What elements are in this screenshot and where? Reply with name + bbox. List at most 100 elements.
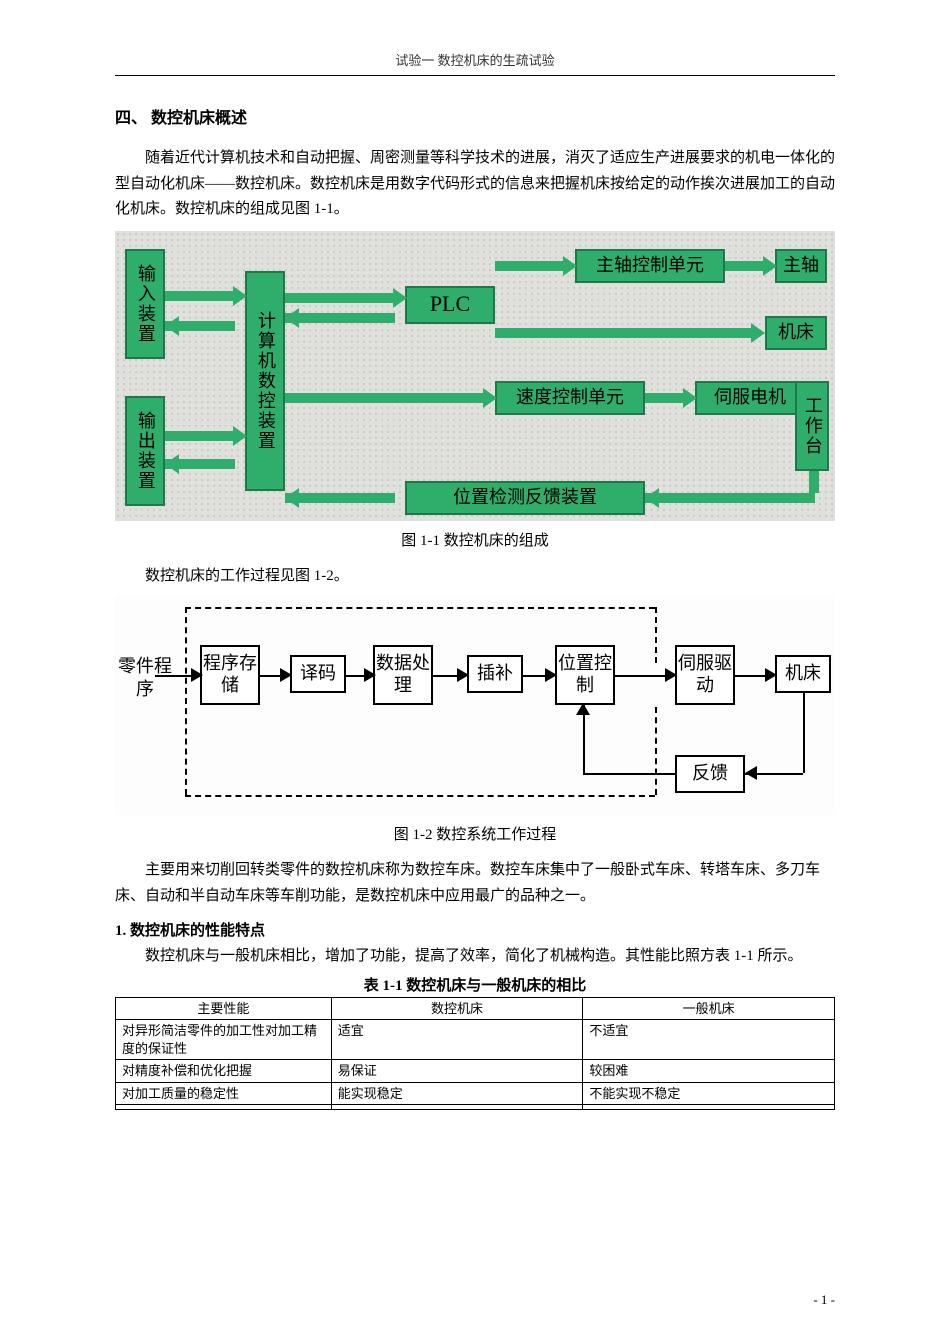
- paragraph-2: 数控机床的工作过程见图 1-2。: [115, 564, 835, 590]
- dash: [655, 607, 657, 663]
- arrow: [285, 393, 485, 403]
- conn: [433, 675, 459, 677]
- arrowhead-icon: [233, 286, 247, 306]
- arrowhead-icon: [645, 488, 659, 508]
- arrowhead-icon: [457, 668, 469, 682]
- section-heading: 四、 数控机床概述: [115, 104, 835, 128]
- conn: [735, 675, 767, 677]
- label-part-text: 零件程序: [118, 656, 172, 699]
- table-cell: [583, 1105, 835, 1110]
- node-servo: 伺服电机: [695, 381, 805, 415]
- subsection-heading: 1. 数控机床的性能特点: [115, 919, 835, 940]
- arrowhead-icon: [683, 388, 697, 408]
- node-cnc: 计算机数控装置: [245, 271, 285, 491]
- node-posfb: 位置检测反馈装置: [405, 481, 645, 515]
- arrowhead-icon: [563, 256, 577, 276]
- node-machine: 机床: [775, 655, 831, 693]
- arrow: [165, 291, 235, 301]
- running-head: 试验一 数控机床的生疏试验: [115, 50, 835, 69]
- paragraph-1: 随着近代计算机技术和自动把握、周密测量等科学技术的进展，消灭了适应生产进展要求的…: [115, 146, 835, 223]
- arrowhead-icon: [745, 766, 757, 780]
- node-drive: 伺服驱动: [675, 645, 735, 705]
- dash: [185, 795, 655, 797]
- conn: [803, 693, 805, 773]
- table-cell: 能实现稳定: [331, 1082, 583, 1105]
- arrowhead-icon: [280, 668, 292, 682]
- node-input: 输入装置: [125, 249, 165, 359]
- arrow: [495, 261, 565, 271]
- page-number: - 1 -: [813, 1292, 835, 1308]
- arrow: [285, 293, 395, 303]
- arrowhead-icon: [763, 256, 777, 276]
- figure-2-caption: 图 1-2 数控系统工作过程: [115, 823, 835, 844]
- arrowhead-icon: [364, 668, 376, 682]
- arrowhead-icon: [285, 308, 299, 328]
- arrowhead-icon: [545, 668, 557, 682]
- table-cell: 不适宜: [583, 1020, 835, 1060]
- arrow: [495, 328, 753, 338]
- arrowhead-icon: [165, 454, 179, 474]
- arrowhead-icon: [665, 668, 677, 682]
- arrowhead-icon: [576, 703, 590, 715]
- node-table: 工作台: [795, 381, 829, 471]
- node-interp: 插补: [467, 655, 523, 693]
- conn: [615, 675, 667, 677]
- header-rule: [115, 75, 835, 76]
- figure-1-2: 零件程序 程序存储 译码 数据处理 插补 位置控制 伺服驱动 机床 反馈: [115, 595, 835, 844]
- diagram-1: 输入装置 输出装置 计算机数控装置 PLC 主轴控制单元 主轴 机床 速度控制单…: [115, 231, 835, 521]
- arrow: [725, 261, 765, 271]
- table-cell: 易保证: [331, 1060, 583, 1083]
- conn: [523, 675, 547, 677]
- label-part: 零件程序: [115, 655, 175, 702]
- arrowhead-icon: [765, 668, 777, 682]
- node-machine: 机床: [765, 316, 827, 350]
- node-data: 数据处理: [373, 645, 433, 705]
- table-cell: 对异形简洁零件的加工性对加工精度的保证性: [116, 1020, 332, 1060]
- table-cell: 对加工质量的稳定性: [116, 1082, 332, 1105]
- conn: [346, 675, 366, 677]
- node-output: 输出装置: [125, 396, 165, 506]
- node-plc: PLC: [405, 286, 495, 324]
- node-store: 程序存储: [200, 645, 260, 705]
- table-title: 表 1-1 数控机床与一般机床的相比: [115, 974, 835, 995]
- arrow: [285, 493, 395, 503]
- comparison-table: 主要性能 数控机床 一般机床 对异形简洁零件的加工性对加工精度的保证性 适宜 不…: [115, 997, 835, 1111]
- table-row: 对加工质量的稳定性 能实现稳定 不能实现不稳定: [116, 1082, 835, 1105]
- table-cell: [116, 1105, 332, 1110]
- table-cell: 不能实现不稳定: [583, 1082, 835, 1105]
- arrow: [645, 493, 815, 503]
- table-row: 对精度补偿和优化把握 易保证 较困难: [116, 1060, 835, 1083]
- arrowhead-icon: [191, 668, 203, 682]
- node-spindle: 主轴: [775, 249, 827, 283]
- dash: [185, 607, 187, 795]
- node-spc: 主轴控制单元: [575, 249, 725, 283]
- conn: [583, 705, 585, 773]
- node-decode: 译码: [290, 655, 346, 693]
- arrow: [645, 393, 685, 403]
- table-header-row: 主要性能 数控机床 一般机床: [116, 997, 835, 1020]
- arrowhead-icon: [165, 316, 179, 336]
- table-col-0: 主要性能: [116, 997, 332, 1020]
- node-posc: 位置控制: [555, 645, 615, 705]
- figure-1-1: 输入装置 输出装置 计算机数控装置 PLC 主轴控制单元 主轴 机床 速度控制单…: [115, 231, 835, 550]
- figure-1-caption: 图 1-1 数控机床的组成: [115, 529, 835, 550]
- arrow: [285, 313, 395, 323]
- dash: [185, 607, 655, 609]
- table-cell: 较困难: [583, 1060, 835, 1083]
- diagram-2: 零件程序 程序存储 译码 数据处理 插补 位置控制 伺服驱动 机床 反馈: [115, 595, 835, 815]
- table-col-2: 一般机床: [583, 997, 835, 1020]
- arrowhead-icon: [751, 323, 765, 343]
- table-cell: 适宜: [331, 1020, 583, 1060]
- arrowhead-icon: [233, 426, 247, 446]
- arrow: [165, 431, 235, 441]
- arrowhead-icon: [393, 288, 407, 308]
- arrowhead-icon: [483, 388, 497, 408]
- table-col-1: 数控机床: [331, 997, 583, 1020]
- table-row: 对异形简洁零件的加工性对加工精度的保证性 适宜 不适宜: [116, 1020, 835, 1060]
- paragraph-3: 主要用来切削回转类零件的数控机床称为数控车床。数控车床集中了一般卧式车床、转塔车…: [115, 858, 835, 909]
- table-row: [116, 1105, 835, 1110]
- table-cell: 对精度补偿和优化把握: [116, 1060, 332, 1083]
- dash: [655, 707, 657, 795]
- conn: [260, 675, 282, 677]
- arrow: [809, 471, 819, 493]
